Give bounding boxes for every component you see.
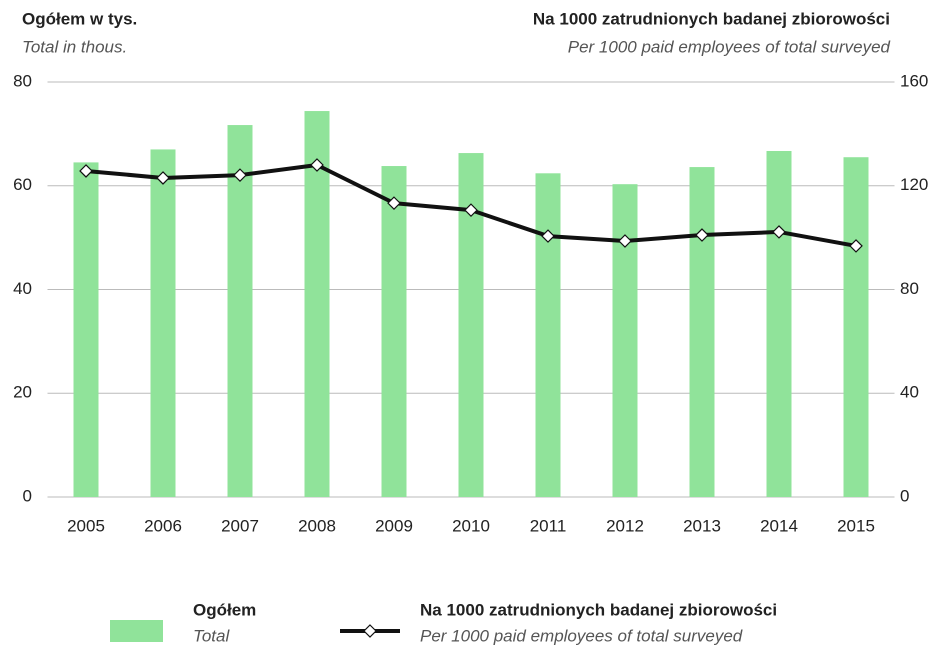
y-tick-label: 80 bbox=[13, 71, 32, 90]
y-axis-title: Ogółem w tys. bbox=[22, 9, 137, 28]
y2-axis-title: Na 1000 zatrudnionych badanej zbiorowośc… bbox=[533, 9, 890, 28]
x-tick-label: 2011 bbox=[530, 516, 567, 535]
point bbox=[849, 239, 863, 253]
x-tick-label: 2012 bbox=[606, 516, 644, 535]
bar bbox=[150, 149, 176, 497]
bar bbox=[381, 166, 407, 497]
y-tick-label: 40 bbox=[13, 279, 32, 298]
y-tick-label: 60 bbox=[13, 175, 32, 194]
y-axis-subtitle: Total in thous. bbox=[22, 37, 127, 56]
y2-tick-label: 120 bbox=[900, 175, 928, 194]
y2-tick-label: 40 bbox=[900, 383, 919, 402]
bar bbox=[304, 111, 330, 498]
bar bbox=[689, 167, 715, 497]
point bbox=[618, 234, 632, 248]
bar bbox=[843, 157, 869, 497]
legend-label: Na 1000 zatrudnionych badanej zbiorowośc… bbox=[420, 600, 777, 619]
x-tick-label: 2013 bbox=[683, 516, 721, 535]
legend-sublabel: Per 1000 paid employees of total surveye… bbox=[420, 626, 743, 645]
x-tick-label: 2006 bbox=[144, 516, 182, 535]
point bbox=[233, 168, 247, 182]
point bbox=[387, 196, 401, 210]
y2-tick-label: 80 bbox=[900, 279, 919, 298]
point bbox=[464, 203, 478, 217]
x-tick-label: 2008 bbox=[298, 516, 336, 535]
x-tick-label: 2015 bbox=[837, 516, 875, 535]
legend-swatch bbox=[110, 620, 163, 642]
legend-sublabel: Total bbox=[193, 626, 230, 645]
bar bbox=[227, 125, 253, 498]
point bbox=[310, 158, 324, 172]
legend-marker bbox=[363, 624, 377, 638]
y2-tick-label: 0 bbox=[900, 486, 909, 505]
bar bbox=[73, 162, 99, 497]
y2-tick-label: 160 bbox=[900, 71, 928, 90]
x-tick-label: 2007 bbox=[221, 516, 259, 535]
y-tick-label: 0 bbox=[23, 486, 32, 505]
legend-label: Ogółem bbox=[193, 600, 256, 619]
y2-axis-subtitle: Per 1000 paid employees of total surveye… bbox=[568, 37, 891, 56]
bar bbox=[612, 184, 638, 497]
point bbox=[79, 164, 93, 178]
x-tick-label: 2009 bbox=[375, 516, 413, 535]
point bbox=[772, 225, 786, 239]
x-tick-label: 2005 bbox=[67, 516, 105, 535]
y-tick-label: 20 bbox=[13, 383, 32, 402]
bar bbox=[766, 150, 792, 497]
x-tick-label: 2010 bbox=[452, 516, 490, 535]
x-tick-label: 2014 bbox=[760, 516, 798, 535]
point bbox=[541, 229, 555, 243]
point bbox=[156, 171, 170, 185]
point bbox=[695, 228, 709, 242]
bar bbox=[535, 173, 561, 498]
